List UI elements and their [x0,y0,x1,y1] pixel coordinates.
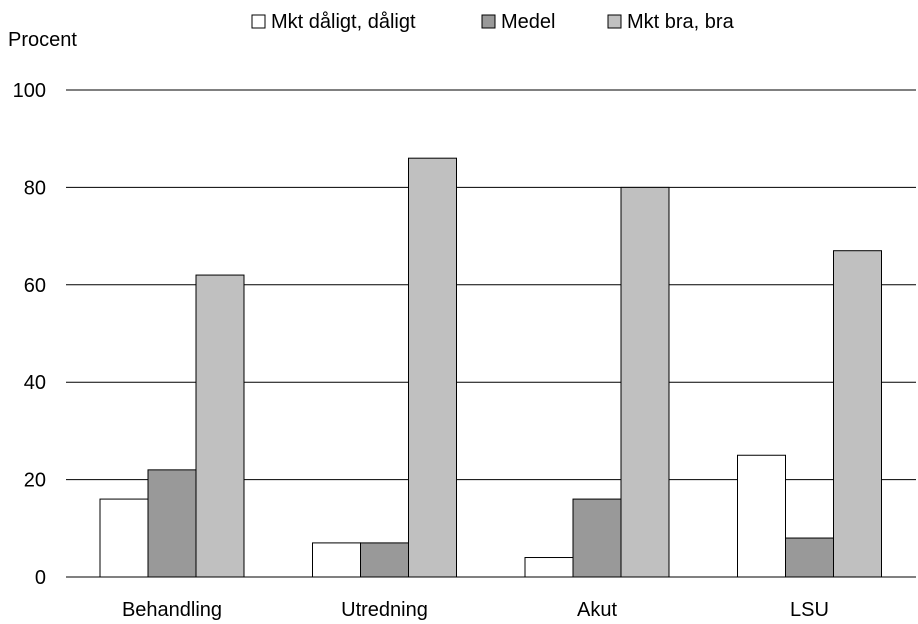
y-axis-label: Procent [8,29,77,51]
y-tick-label: 100 [13,80,46,102]
bar [408,157,457,578]
bar [524,557,574,578]
y-tick-label: 20 [24,470,46,492]
bar [620,186,670,578]
legend: Mkt dåligt, dåligt Medel Mkt bra, bra [251,11,735,33]
legend-label: Mkt bra, bra [627,11,735,33]
legend-swatch [251,14,266,29]
x-tick-label: Akut [577,599,617,621]
legend-label: Mkt dåligt, dåligt [271,11,416,33]
legend-label: Medel [501,11,555,33]
y-tick-label: 0 [35,567,46,589]
bar [99,498,149,578]
legend-swatch [607,14,622,29]
y-tick-label: 60 [24,275,46,297]
bar [312,542,361,578]
x-tick-label: LSU [790,599,829,621]
bar [360,542,409,578]
legend-swatch [481,14,496,29]
bars [99,157,882,578]
bar [195,274,245,578]
bar [737,454,786,578]
x-axis-ticks: Behandling Utredning Akut LSU [122,599,829,621]
bar [147,469,197,578]
bar [785,537,834,578]
y-axis-ticks: 0 20 40 60 80 100 [13,80,46,589]
bar [572,498,622,578]
x-tick-label: Behandling [122,599,222,621]
x-tick-label: Utredning [341,599,428,621]
y-tick-label: 80 [24,177,46,199]
y-tick-label: 40 [24,372,46,394]
bar [833,250,882,578]
